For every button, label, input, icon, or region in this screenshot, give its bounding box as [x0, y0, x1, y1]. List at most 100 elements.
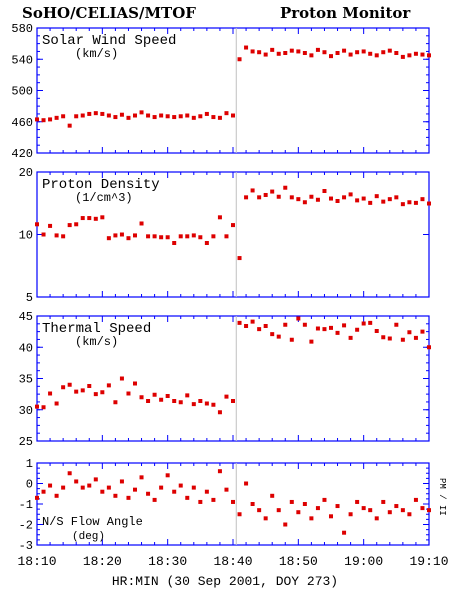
instrument-title: SoHO/CELIAS/MTOF	[22, 4, 196, 22]
data-point	[198, 114, 203, 119]
data-point	[387, 510, 392, 515]
data-point	[152, 392, 157, 397]
data-point	[54, 493, 59, 498]
data-point	[250, 319, 255, 324]
data-point	[152, 115, 157, 120]
data-point	[250, 502, 255, 506]
data-point	[394, 504, 399, 509]
x-tick-label: 18:50	[279, 554, 318, 569]
x-tick-label: 19:00	[344, 554, 383, 569]
data-point	[244, 45, 249, 50]
data-point	[172, 399, 177, 403]
data-point	[172, 115, 177, 120]
y-tick-label: 10	[19, 229, 33, 243]
data-point	[270, 493, 275, 498]
data-point	[276, 508, 281, 513]
data-point	[302, 322, 307, 327]
x-tick-label: 18:10	[17, 554, 56, 569]
data-point	[342, 195, 347, 200]
data-point	[126, 495, 131, 500]
data-point	[133, 487, 137, 492]
data-point	[172, 489, 177, 494]
data-point	[394, 195, 399, 200]
data-point	[35, 495, 39, 500]
data-point	[309, 53, 314, 58]
data-point	[152, 497, 157, 502]
y-tick-label: 20	[19, 166, 33, 180]
data-point	[400, 337, 405, 342]
data-point	[361, 196, 366, 201]
data-point	[231, 223, 235, 228]
data-point	[211, 402, 216, 407]
data-point	[368, 51, 373, 56]
data-point	[159, 485, 164, 490]
data-point	[61, 485, 66, 490]
data-point	[211, 115, 216, 120]
data-point	[329, 54, 333, 59]
data-point	[237, 57, 242, 62]
data-point	[87, 216, 92, 221]
data-point	[394, 51, 399, 55]
data-point	[61, 234, 66, 239]
data-point	[276, 334, 281, 339]
data-point	[270, 47, 275, 52]
data-point	[152, 234, 157, 239]
data-point	[119, 232, 124, 237]
data-point	[67, 471, 72, 476]
data-point	[407, 512, 412, 517]
data-point	[54, 233, 59, 238]
data-point	[133, 113, 137, 118]
data-point	[61, 385, 66, 390]
data-point	[126, 236, 131, 241]
data-point	[329, 325, 333, 330]
data-point	[413, 335, 418, 340]
data-point	[335, 51, 340, 55]
data-point	[257, 327, 262, 332]
data-point	[335, 330, 340, 335]
data-point	[204, 241, 209, 246]
data-point	[270, 189, 275, 194]
data-point	[231, 113, 235, 118]
data-point	[407, 330, 412, 335]
data-point	[93, 216, 98, 221]
y-tick-label: -1	[19, 498, 33, 512]
data-point	[309, 339, 314, 344]
data-point	[224, 111, 229, 116]
x-tick-label: 19:10	[409, 554, 448, 569]
data-point	[348, 335, 353, 340]
data-point	[394, 322, 399, 327]
data-point	[35, 404, 39, 409]
data-point	[342, 530, 347, 535]
data-point	[250, 49, 255, 54]
data-point	[361, 321, 366, 326]
data-point	[257, 50, 262, 55]
data-point	[355, 50, 360, 55]
y-tick-label: 40	[19, 341, 33, 355]
panel-unit: (km/s)	[75, 335, 118, 349]
data-point	[289, 499, 294, 504]
data-point	[100, 390, 105, 395]
x-tick-label: 18:20	[83, 554, 122, 569]
y-tick-label: 420	[11, 147, 33, 161]
data-point	[139, 110, 144, 115]
data-point	[165, 235, 170, 240]
data-point	[87, 384, 92, 388]
data-point	[100, 489, 105, 494]
data-point	[41, 232, 46, 237]
data-point	[296, 197, 301, 202]
data-point	[139, 475, 144, 480]
data-point	[381, 199, 386, 204]
data-point	[329, 514, 333, 519]
data-point	[263, 324, 268, 328]
data-point	[217, 410, 222, 415]
data-point	[93, 392, 98, 397]
data-point	[93, 111, 98, 116]
data-point	[348, 512, 353, 517]
data-point	[257, 508, 262, 513]
data-point	[263, 52, 268, 57]
data-point	[185, 113, 190, 118]
data-point	[100, 111, 105, 116]
data-point	[387, 48, 392, 53]
data-point	[191, 402, 196, 407]
